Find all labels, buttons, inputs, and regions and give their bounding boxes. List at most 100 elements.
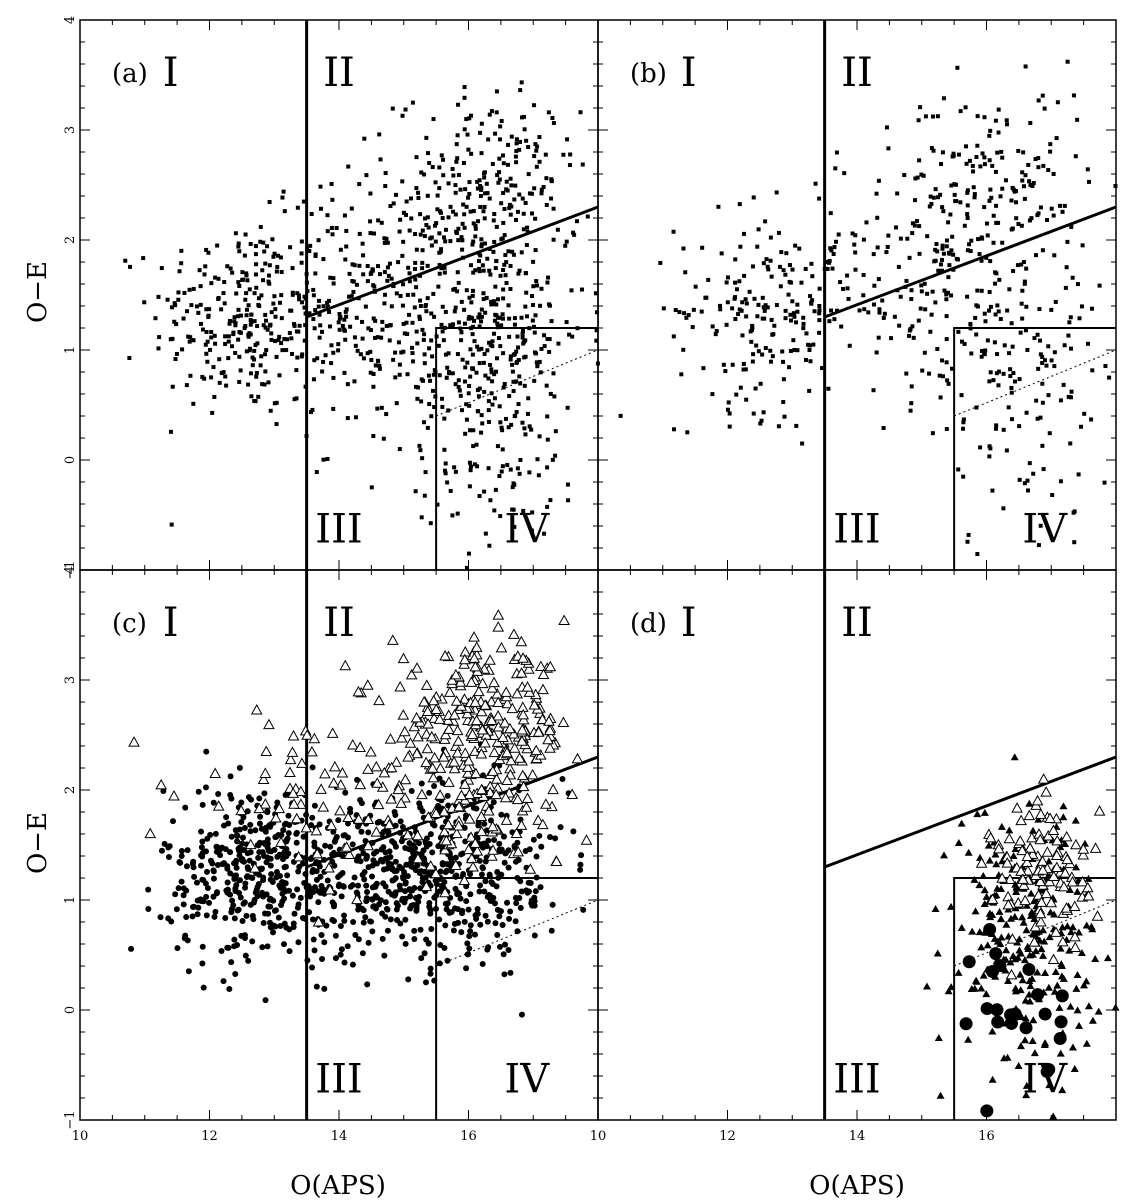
data-point-filled-square <box>514 217 519 222</box>
data-point-filled-square <box>809 300 814 305</box>
data-point-filled-triangle <box>1063 922 1072 930</box>
data-point-filled-circle <box>280 827 287 834</box>
data-point-filled-square <box>415 396 420 401</box>
data-point-filled-square <box>247 331 252 336</box>
xlabel-left: O(APS) <box>290 1171 386 1201</box>
data-point-filled-square <box>564 320 569 325</box>
data-point-filled-square <box>361 272 366 277</box>
data-point-filled-square <box>933 258 938 263</box>
data-point-filled-square <box>472 339 477 344</box>
data-point-filled-square <box>493 131 498 136</box>
data-point-filled-circle <box>531 932 538 939</box>
data-point-filled-square <box>128 264 133 269</box>
data-point-filled-circle <box>183 913 190 920</box>
data-point-open-triangle <box>484 654 496 665</box>
data-point-filled-square <box>393 350 398 355</box>
data-point-filled-circle <box>507 908 514 915</box>
xlabel-right: O(APS) <box>809 1171 905 1201</box>
data-point-filled-circle <box>491 836 498 843</box>
data-point-filled-triangle <box>1004 977 1013 985</box>
data-point-filled-square <box>918 105 923 110</box>
data-point-filled-square <box>965 188 970 193</box>
data-point-filled-square <box>499 237 504 242</box>
data-point-filled-square <box>463 365 468 370</box>
data-point-filled-circle <box>479 961 486 968</box>
data-point-large-filled-circle <box>989 947 1003 961</box>
data-point-open-triangle <box>475 747 488 759</box>
data-point-filled-square <box>278 255 283 260</box>
data-point-filled-square <box>424 135 429 140</box>
data-point-filled-square <box>1102 480 1107 485</box>
data-point-filled-circle <box>484 918 491 925</box>
data-point-open-triangle <box>326 727 339 738</box>
data-point-filled-square <box>233 350 238 355</box>
data-point-filled-square <box>1035 332 1040 337</box>
data-point-filled-square <box>282 209 287 214</box>
data-point-filled-circle <box>165 853 172 860</box>
data-point-filled-square <box>534 164 539 169</box>
data-point-filled-triangle <box>1040 937 1049 945</box>
data-point-filled-square <box>223 334 228 339</box>
data-point-filled-square <box>476 394 481 399</box>
data-point-filled-square <box>358 352 363 357</box>
data-point-filled-circle <box>190 864 197 871</box>
data-point-filled-circle <box>218 948 225 955</box>
data-point-filled-square <box>479 244 484 249</box>
data-point-filled-square <box>485 256 490 261</box>
data-point-filled-circle <box>269 923 276 930</box>
data-point-filled-square <box>431 372 436 377</box>
data-point-filled-circle <box>420 847 427 854</box>
data-point-filled-square <box>548 498 553 503</box>
data-point-filled-triangle <box>1058 923 1067 931</box>
data-point-filled-circle <box>505 946 512 953</box>
data-point-filled-square <box>549 196 554 201</box>
data-point-filled-circle <box>379 935 386 942</box>
data-point-filled-square <box>428 521 433 526</box>
data-point-filled-square <box>487 543 492 548</box>
data-point-filled-square <box>787 365 792 370</box>
data-point-filled-circle <box>338 893 345 900</box>
data-point-filled-square <box>414 285 419 290</box>
data-point-filled-square <box>223 374 228 379</box>
data-point-filled-square <box>508 357 513 362</box>
data-point-filled-square <box>1066 394 1071 399</box>
data-point-filled-circle <box>239 840 246 847</box>
data-point-filled-circle <box>441 879 448 886</box>
boundary-box <box>953 327 1116 570</box>
data-point-filled-square <box>460 221 465 226</box>
data-point-filled-square <box>440 304 445 309</box>
data-point-filled-square <box>446 215 451 220</box>
data-point-filled-square <box>462 379 467 384</box>
data-point-filled-square <box>387 338 392 343</box>
data-point-filled-square <box>279 341 284 346</box>
data-point-filled-triangle <box>1051 968 1060 976</box>
data-point-filled-square <box>535 283 540 288</box>
data-point-open-triangle <box>540 798 552 809</box>
data-point-open-triangle <box>458 693 471 704</box>
data-point-filled-square <box>706 277 711 282</box>
data-point-filled-circle <box>183 863 190 870</box>
data-point-filled-square <box>542 531 547 536</box>
data-point-filled-square <box>191 338 196 343</box>
data-point-filled-square <box>500 316 505 321</box>
data-point-open-triangle <box>1047 824 1060 836</box>
data-point-filled-square <box>1060 209 1065 214</box>
data-point-filled-square <box>748 329 753 334</box>
data-point-filled-square <box>450 322 455 327</box>
data-point-filled-triangle <box>967 984 976 992</box>
data-point-filled-square <box>1009 385 1014 390</box>
data-point-filled-square <box>1034 253 1039 258</box>
data-point-filled-square <box>1046 393 1051 398</box>
data-point-filled-circle <box>355 882 362 889</box>
data-point-filled-square <box>916 318 921 323</box>
data-point-filled-square <box>807 347 812 352</box>
data-point-filled-circle <box>301 915 308 922</box>
data-point-filled-square <box>418 448 423 453</box>
data-point-filled-circle <box>473 805 480 812</box>
data-point-filled-square <box>437 250 442 255</box>
data-point-filled-square <box>1029 216 1034 221</box>
data-point-filled-circle <box>256 839 263 846</box>
data-point-filled-square <box>982 115 987 120</box>
data-point-filled-circle <box>441 945 448 952</box>
data-point-filled-square <box>492 396 497 401</box>
